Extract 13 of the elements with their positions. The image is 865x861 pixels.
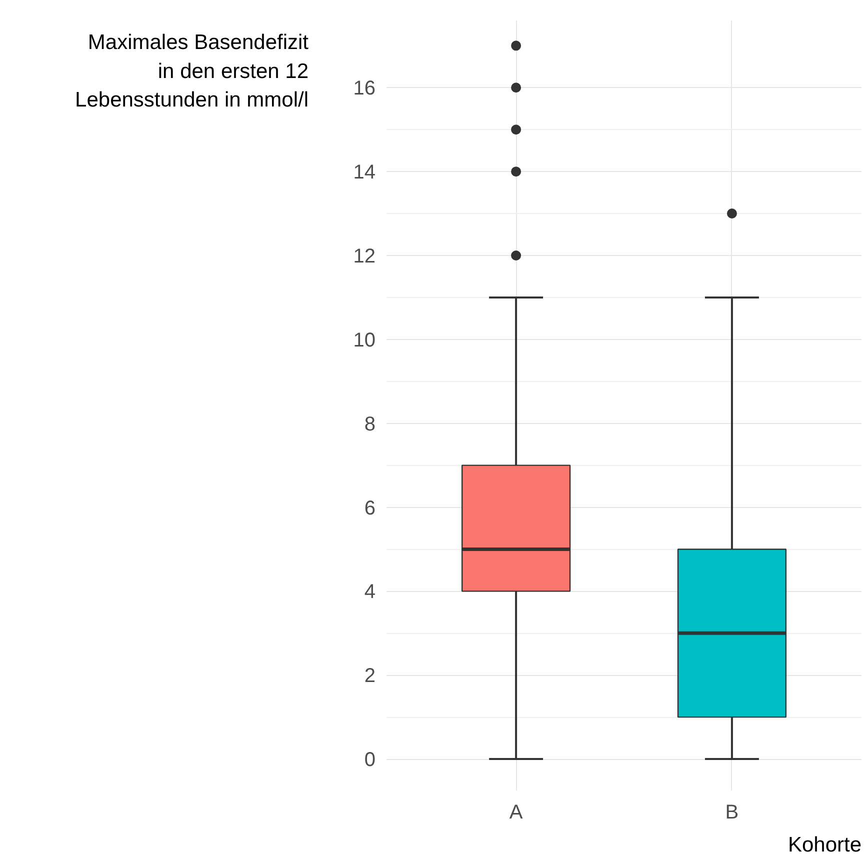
x-tick-label: B xyxy=(725,802,739,824)
y-tick-label: 16 xyxy=(353,78,376,100)
y-tick-label: 4 xyxy=(364,581,376,604)
x-tick-label: A xyxy=(509,802,524,824)
y-tick-label: 10 xyxy=(353,329,376,352)
y-tick-label: 12 xyxy=(353,245,376,268)
y-tick-label: 6 xyxy=(364,497,376,520)
y-axis-title: Maximales Basendefizit in den ersten 12 Lebensstunden in mmol/l xyxy=(75,31,309,112)
y-tick-label: 8 xyxy=(364,413,376,436)
y-tick-label: 2 xyxy=(364,665,376,688)
y-tick-label: 14 xyxy=(353,162,376,184)
y-tick-label: 0 xyxy=(364,749,376,772)
x-axis-title: Kohorte xyxy=(788,834,862,856)
